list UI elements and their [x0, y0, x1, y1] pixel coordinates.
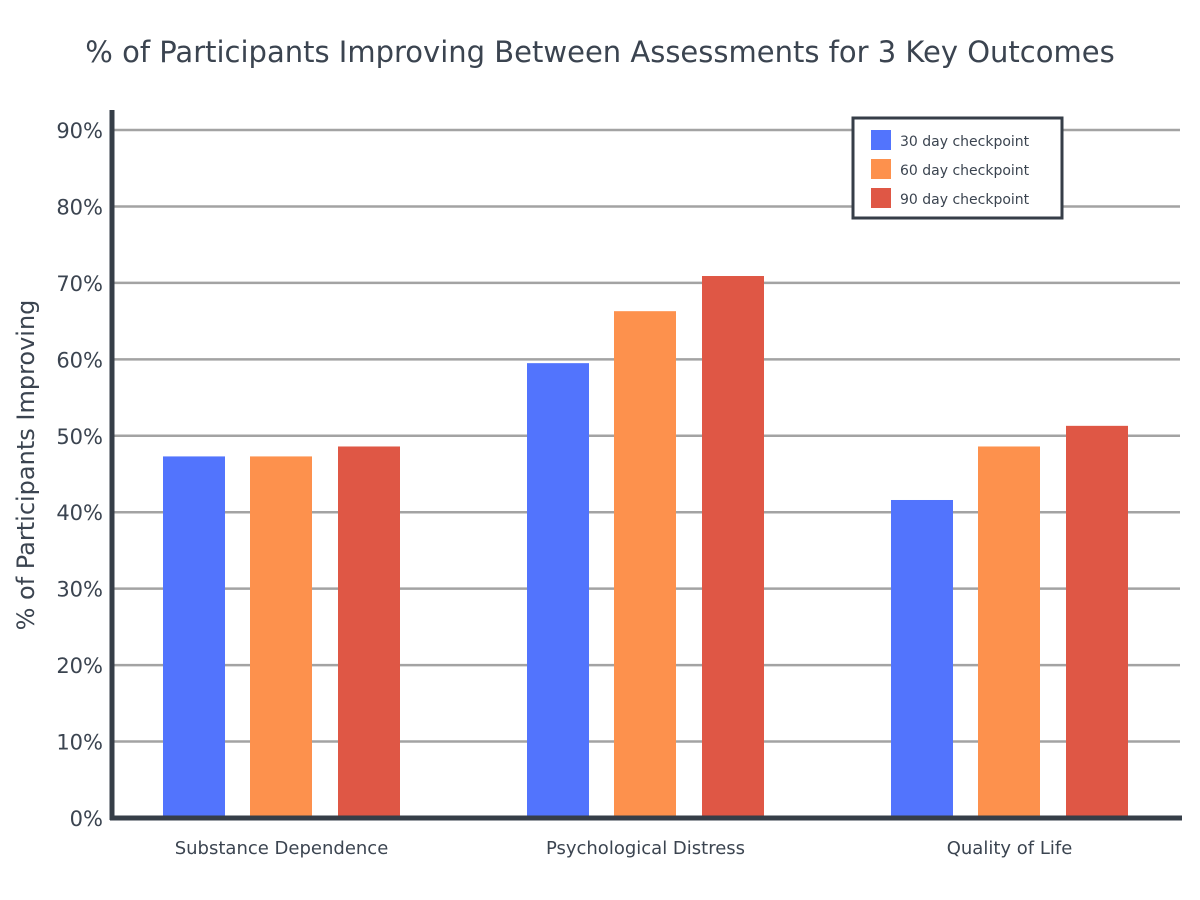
legend-swatch: [871, 159, 891, 179]
y-axis-ticks: 0% 10% 20% 30% 40% 50% 60% 70% 80% 90%: [56, 119, 103, 831]
y-axis-label: % of Participants Improving: [12, 300, 40, 631]
bar: [163, 456, 225, 818]
y-tick-label: 60%: [56, 348, 103, 372]
y-tick-label: 90%: [56, 119, 103, 143]
bar: [702, 276, 764, 818]
x-axis-ticks: Substance Dependence Psychological Distre…: [175, 838, 1073, 859]
bars: [163, 276, 1128, 818]
y-tick-label: 40%: [56, 501, 103, 525]
bar: [338, 446, 400, 818]
y-tick-label: 0%: [70, 807, 103, 831]
bar: [1066, 425, 1128, 818]
legend: 30 day checkpoint 60 day checkpoint 90 day…: [851, 116, 1064, 220]
bar: [250, 456, 312, 818]
legend-label: 90 day checkpoint: [900, 192, 1030, 208]
legend-swatch: [871, 188, 891, 208]
legend-label: 60 day checkpoint: [900, 163, 1030, 179]
bar: [891, 499, 953, 818]
x-tick-label: Psychological Distress: [546, 838, 745, 859]
x-tick-label: Substance Dependence: [175, 838, 389, 859]
y-tick-label: 30%: [56, 578, 103, 602]
y-tick-label: 80%: [56, 195, 103, 219]
y-tick-label: 10%: [56, 731, 103, 755]
chart-title: % of Participants Improving Between Asse…: [85, 35, 1114, 69]
y-tick-label: 70%: [56, 272, 103, 296]
bar: [978, 446, 1040, 818]
legend-label: 30 day checkpoint: [900, 134, 1030, 150]
axes: [109, 110, 1182, 821]
legend-swatch: [871, 130, 891, 150]
bar: [527, 363, 589, 818]
y-tick-label: 20%: [56, 654, 103, 678]
x-tick-label: Quality of Life: [947, 838, 1073, 859]
y-tick-label: 50%: [56, 425, 103, 449]
bar: [614, 311, 676, 818]
